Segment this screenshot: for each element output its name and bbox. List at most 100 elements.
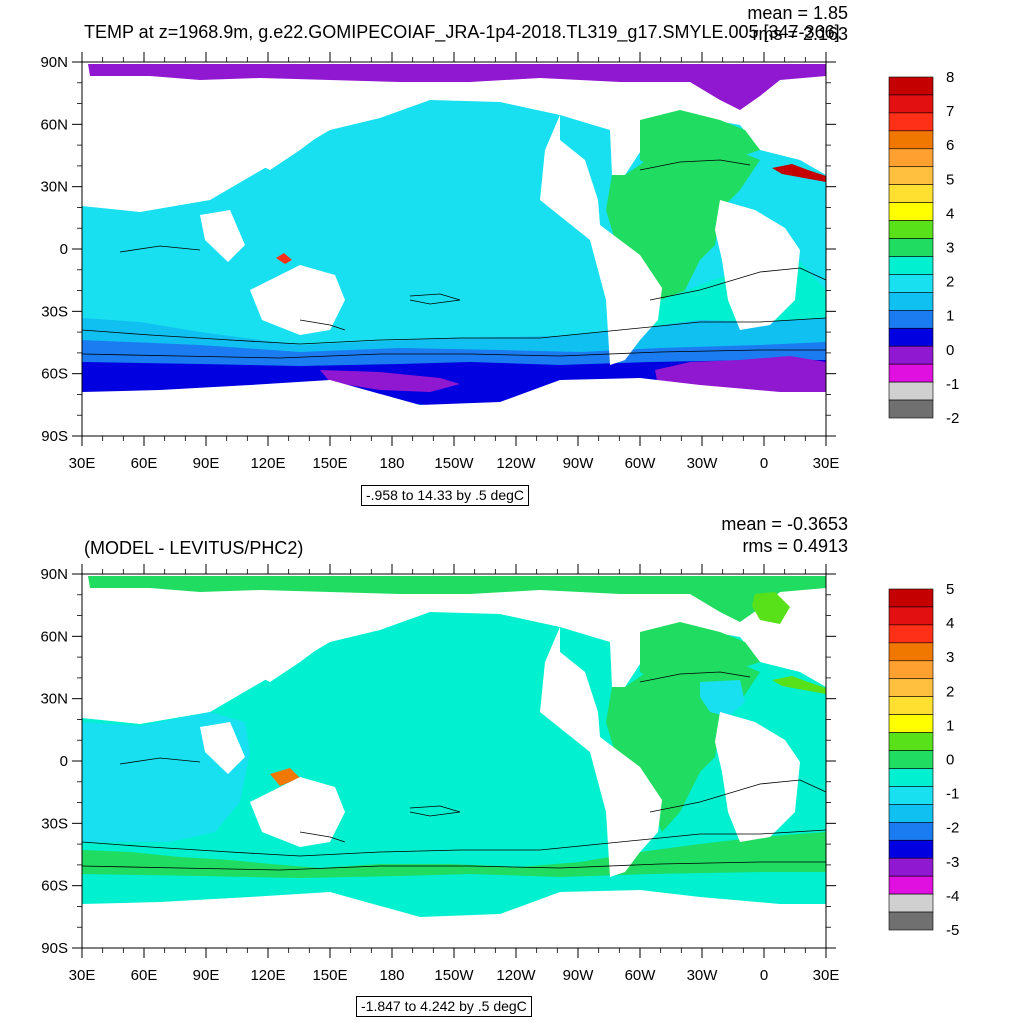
arctic-region [88, 64, 826, 110]
bottom-range-label: -1.847 to 4.242 by .5 degC [356, 996, 532, 1017]
top-map-svg: 30E 60E 90E 120E 150E 180 150W 120W 90W 60W 30W 0 30… [40, 3, 959, 472]
colorbar: 5 4 3 2 1 0 -1 -2 -3 -4 -5 [888, 581, 959, 939]
colorbar-swatch [888, 839, 934, 859]
colorbar-swatch [888, 857, 934, 877]
colorbar-swatch [888, 822, 934, 841]
y-tick-label: 60N [40, 628, 68, 645]
colorbar-label: 2 [946, 683, 954, 700]
mean-label: mean = 1.85 [747, 3, 848, 23]
land-africa [715, 712, 800, 842]
chart-title: TEMP at z=1968.9m, g.e22.GOMIPECOIAF_JRA… [84, 22, 840, 43]
y-tick-label: 0 [60, 753, 68, 770]
top-panel: 30E 60E 90E 120E 150E 180 150W 120W 90W 60W 30W 0 30… [40, 3, 959, 506]
map-field [81, 574, 827, 948]
mediterranean-region [772, 164, 826, 182]
x-tick-label: 30E [813, 967, 840, 984]
land-americas [540, 115, 662, 365]
land-antarctica [82, 378, 826, 436]
x-tick-label: 180 [379, 455, 404, 472]
greenland-region [640, 110, 760, 175]
colorbar-swatch [888, 292, 934, 311]
x-tick-label: 60E [131, 455, 158, 472]
colorbar-swatch [888, 310, 934, 329]
x-tick-label: 150W [434, 967, 474, 984]
axes: 30E 60E 90E 120E 150E 180 150W 120W 90W 60W 30W 0 30… [40, 52, 839, 472]
colorbar-swatch [888, 660, 934, 680]
colorbar-label: 5 [946, 581, 954, 598]
x-tick-label: 30W [687, 967, 719, 984]
chart-title: (MODEL - LEVITUS/PHC2) [84, 538, 303, 558]
colorbar-label: 3 [946, 649, 954, 666]
bottom-panel: 30E 60E 90E 120E 150E 180 150W 120W 90W 60W 30W 0 30… [0, 512, 1024, 1024]
x-tick-label: 120E [250, 967, 285, 984]
colorbar-swatch [888, 76, 934, 96]
colorbar-label: 0 [946, 752, 954, 769]
land-australia [250, 265, 345, 335]
colorbar-swatch [888, 696, 934, 715]
colorbar-label: -2 [946, 820, 959, 837]
contour-line-2 [639, 159, 751, 171]
contour-line-6 [299, 319, 346, 331]
y-tick-label: 60S [41, 878, 68, 895]
land-sAsia [200, 722, 245, 774]
y-tick-label: 60N [40, 116, 68, 133]
colorbar-swatch [888, 345, 934, 365]
colorbar: 8 7 6 5 4 3 2 1 0 -1 -2 [888, 69, 959, 427]
colorbar-swatch [888, 256, 934, 275]
colorbar-swatch [888, 624, 934, 644]
mediterranean-region [772, 676, 826, 694]
contour-line-4 [409, 805, 461, 817]
colorbar-swatch [888, 714, 934, 733]
colorbar-label: 5 [946, 171, 954, 188]
colorbar-label: 3 [946, 240, 954, 257]
x-tick-label: 150E [312, 455, 347, 472]
bottom-map-svg: 30E 60E 90E 120E 150E 180 150W 120W 90W 60W 30W 0 30… [40, 514, 959, 984]
y-tick-label: 90N [40, 54, 68, 71]
contour-line-3 [649, 779, 827, 813]
ross-sea-region [320, 370, 460, 392]
x-tick-label: 90E [193, 967, 220, 984]
colorbar-swatch [888, 148, 934, 168]
colorbar-label: -3 [946, 854, 959, 871]
colorbar-swatch [888, 399, 934, 419]
land-asiaNE [250, 617, 380, 682]
x-tick-label: 150E [312, 967, 347, 984]
colorbar-swatch [888, 220, 934, 239]
y-tick-label: 90S [41, 428, 68, 445]
land-antarctica [82, 890, 826, 948]
x-tick-label: 120E [250, 455, 285, 472]
colorbar-swatch [888, 642, 934, 662]
land-africa [715, 200, 800, 330]
colorbar-swatch [888, 678, 934, 697]
colorbar-swatch [888, 327, 934, 347]
labrador-region [700, 680, 745, 717]
x-tick-label: 90W [563, 967, 595, 984]
contour-line-1 [81, 861, 826, 871]
colorbar-swatch [888, 202, 934, 221]
x-tick-label: 120W [496, 967, 536, 984]
colorbar-swatch [888, 804, 934, 823]
x-tick-label: 180 [379, 967, 404, 984]
barents-region [752, 592, 790, 624]
map-field [81, 62, 827, 436]
contour-line-5 [119, 757, 201, 765]
contour-line-0 [81, 317, 827, 345]
colorbar-swatch [888, 130, 934, 150]
x-tick-label: 0 [760, 967, 768, 984]
contour-line-2 [639, 671, 751, 683]
colorbar-swatch [888, 166, 934, 185]
x-tick-label: 0 [760, 455, 768, 472]
contour-line-3 [649, 267, 827, 301]
rms-label: rms = 0.4913 [742, 536, 848, 556]
colorbar-label: 0 [946, 342, 954, 359]
colorbar-swatch [888, 732, 934, 751]
colorbar-label: 4 [946, 205, 954, 222]
contour-line-4 [409, 293, 461, 305]
colorbar-label: -2 [946, 410, 959, 427]
x-tick-label: 120W [496, 455, 536, 472]
y-tick-label: 30S [41, 303, 68, 320]
colorbar-label: 8 [946, 69, 954, 86]
southern-band-region [82, 832, 826, 887]
arctic-region [88, 576, 826, 622]
land-australia [250, 777, 345, 847]
